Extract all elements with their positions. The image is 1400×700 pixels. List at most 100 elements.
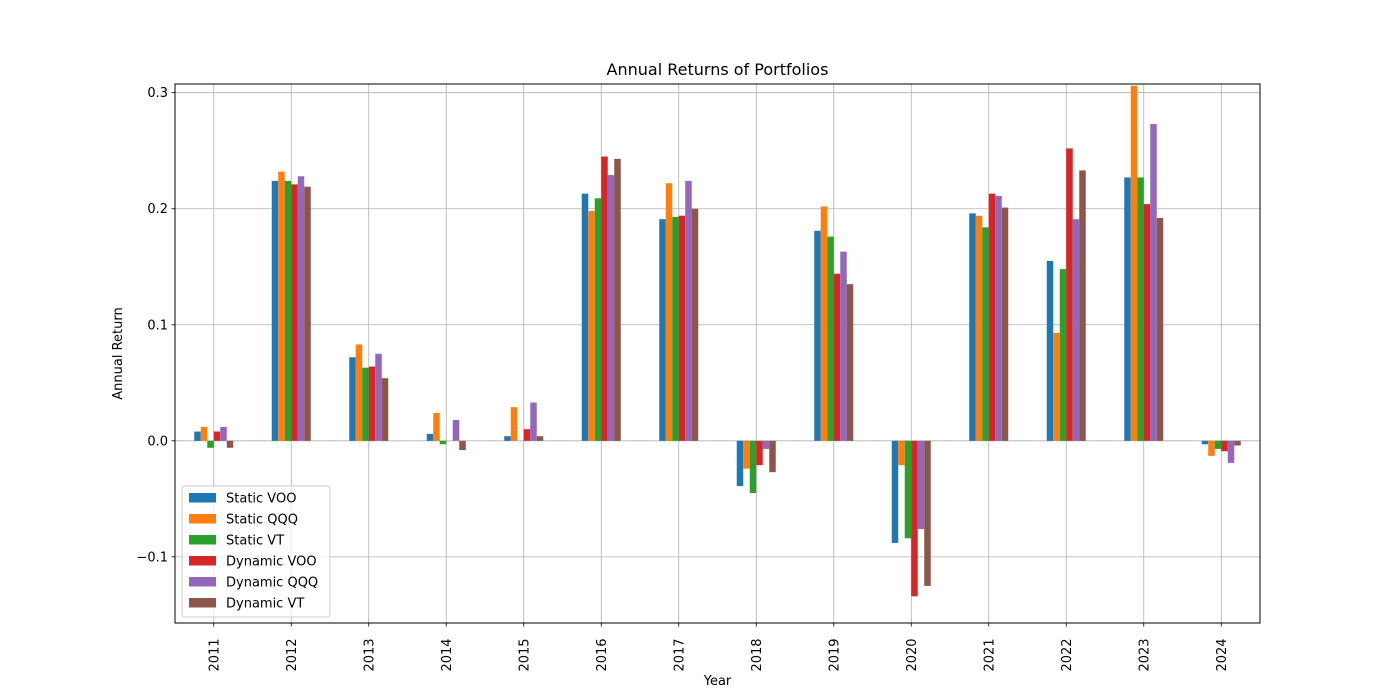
y-axis-label: Annual Return [111,307,126,399]
bar-dynamic-vt [304,186,311,441]
bar-static-qqq [510,407,518,441]
legend-swatch [189,598,216,608]
bar-static-qqq [820,206,828,441]
bar-dynamic-qqq [1072,219,1080,441]
bar-dynamic-voo [988,193,996,441]
x-tick-label: 2013 [362,638,377,671]
bar-dynamic-vt [769,440,776,473]
bar-static-voo [659,219,666,441]
legend-label: Static VOO [226,492,296,507]
bar-dynamic-qqq [297,176,305,441]
bar-dynamic-qqq [762,440,770,449]
bar-dynamic-voo [523,429,531,441]
bar-static-qqq [665,183,673,441]
bar-static-qqq [1208,440,1215,456]
bar-static-qqq [975,215,983,441]
bar-dynamic-qqq [840,251,847,441]
bar-static-qqq [200,426,208,441]
bar-dynamic-vt [381,378,389,441]
bar-dynamic-vt [226,440,234,448]
bar-static-voo [426,433,434,441]
bar-static-voo [1046,260,1054,441]
x-tick-label: 2012 [285,638,300,671]
bar-dynamic-vt [691,208,699,441]
bar-static-qqq [433,412,440,441]
x-tick-label: 2016 [595,638,610,671]
legend-swatch [189,514,216,524]
bar-static-voo [1201,440,1209,445]
legend-label: Dynamic VT [226,597,304,612]
bar-static-voo [1124,177,1131,441]
bar-dynamic-voo [1066,148,1073,441]
bar-static-voo [969,213,976,441]
bar-dynamic-qqq [1227,440,1235,463]
bar-dynamic-vt [1079,170,1086,441]
bar-static-voo [504,436,511,441]
bar-dynamic-voo [756,440,763,466]
bar-static-vt [439,440,447,445]
bar-static-vt [672,216,679,441]
bar-static-vt [904,440,912,539]
y-tick-label: 0.1 [147,318,168,333]
bar-static-qqq [898,440,905,466]
bar-dynamic-vt [1234,440,1241,446]
bar-static-vt [284,180,292,441]
bar-static-qqq [355,344,363,441]
bar-dynamic-voo [678,215,686,441]
bar-dynamic-qqq [452,419,460,441]
bar-dynamic-qqq [917,440,925,530]
legend-swatch [189,556,216,566]
bar-dynamic-voo [833,273,841,441]
legend-swatch [189,577,216,587]
bar-dynamic-vt [1156,218,1164,441]
bar-static-vt [1137,177,1144,441]
bar-static-voo [814,230,821,441]
x-tick-label: 2015 [517,638,532,671]
bar-static-vt [827,236,834,441]
bar-dynamic-qqq [995,195,1002,441]
bar-static-vt [749,440,757,494]
y-tick-label: 0.3 [147,86,168,101]
grid-layer [175,84,1260,623]
bar-static-voo [581,193,589,441]
y-tick-label: 0.0 [147,434,168,449]
bar-static-voo [194,431,201,441]
legend: Static VOO Static QQQ Static VT Dynamic VOO… [181,485,331,618]
bar-static-vt [594,198,602,441]
bar-static-vt [362,367,369,441]
x-tick-label: 2011 [207,638,222,671]
x-tick-label: 2014 [440,638,455,671]
x-tick-label: 2018 [750,638,765,671]
bar-static-qqq [1053,332,1060,441]
bar-dynamic-vt [614,158,621,441]
bar-static-voo [349,357,356,441]
x-tick-label: 2021 [982,638,997,671]
bar-dynamic-qqq [375,353,382,441]
x-axis-label: Year [703,674,732,689]
legend-label: Static VT [226,534,284,549]
chart-title: Annual Returns of Portfolios [607,60,829,79]
bar-static-qqq [588,211,595,441]
ticks-layer: −0.1 0.0 0.1 0.2 0.3 2011 2012 2013 2014 2015 2016… [136,86,1229,671]
bar-static-vt [1214,440,1222,449]
bar-dynamic-voo [368,366,376,441]
bar-static-vt [1059,269,1067,441]
legend-label: Dynamic QQQ [226,576,318,591]
legend-frame [181,485,331,618]
bar-dynamic-qqq [530,402,537,441]
bar-static-vt [982,227,989,441]
bar-dynamic-vt [1001,207,1009,441]
bar-static-voo [891,440,899,543]
bar-dynamic-voo [291,184,298,441]
x-tick-label: 2020 [905,638,920,671]
bar-dynamic-vt [846,284,854,441]
bar-static-voo [736,440,744,487]
legend-label: Dynamic VOO [226,555,317,570]
bar-dynamic-voo [911,440,918,597]
bar-static-vt [207,440,214,448]
bar-static-voo [271,180,279,441]
bar-dynamic-qqq [607,175,615,441]
bars-layer [194,85,1241,597]
bar-dynamic-qqq [685,180,692,441]
